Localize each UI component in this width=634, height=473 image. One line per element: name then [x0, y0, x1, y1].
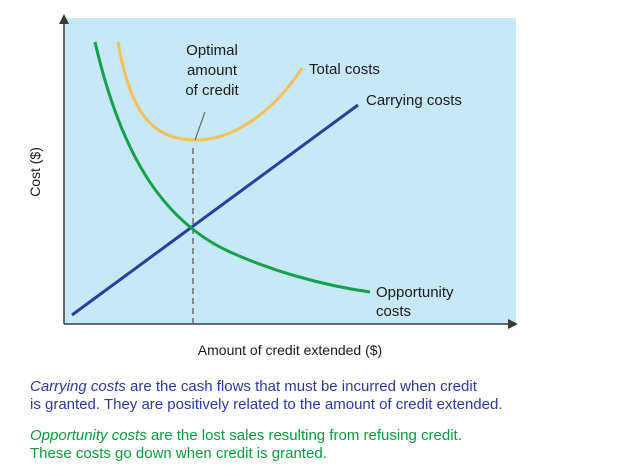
- x-axis-arrowhead: [508, 319, 518, 329]
- carrying-costs-label: Carrying costs: [366, 92, 462, 109]
- opportunity-costs-label-line2: costs: [376, 303, 411, 320]
- opportunity-costs-caption: Opportunity costs are the lost sales res…: [30, 427, 630, 463]
- opportunity-caption-line1: Opportunity costs are the lost sales res…: [30, 427, 630, 445]
- total-costs-curve: [116, 41, 304, 142]
- optimal-label-line2: amount: [187, 62, 238, 79]
- y-axis-label: Cost ($): [27, 147, 43, 197]
- opportunity-caption-line1-rest: are the lost sales resulting from refusi…: [146, 427, 462, 444]
- carrying-caption-line1-rest: are the cash flows that must be incurred…: [125, 378, 477, 395]
- carrying-caption-line2: is granted. They are positively related …: [30, 396, 503, 413]
- x-axis-label: Amount of credit extended ($): [198, 342, 382, 358]
- y-axis-arrowhead: [59, 14, 69, 24]
- carrying-costs-line: [71, 103, 359, 317]
- opportunity-caption-line2: These costs go down when credit is grant…: [30, 445, 327, 462]
- opportunity-costs-term: Opportunity costs: [30, 427, 147, 444]
- opportunity-costs-label-line1: Opportunity: [376, 284, 454, 301]
- optimal-label-line3: of credit: [185, 82, 239, 99]
- carrying-caption-line1: Carrying costs are the cash flows that m…: [30, 378, 630, 396]
- optimal-annotation-pointer: [194, 111, 206, 141]
- total-costs-label: Total costs: [309, 61, 380, 78]
- plot-panel: [64, 18, 516, 324]
- carrying-costs-term: Carrying costs: [30, 378, 126, 395]
- carrying-costs-caption: Carrying costs are the cash flows that m…: [30, 378, 630, 414]
- opportunity-costs-curve: [93, 41, 371, 294]
- optimal-label-line1: Optimal: [186, 42, 238, 59]
